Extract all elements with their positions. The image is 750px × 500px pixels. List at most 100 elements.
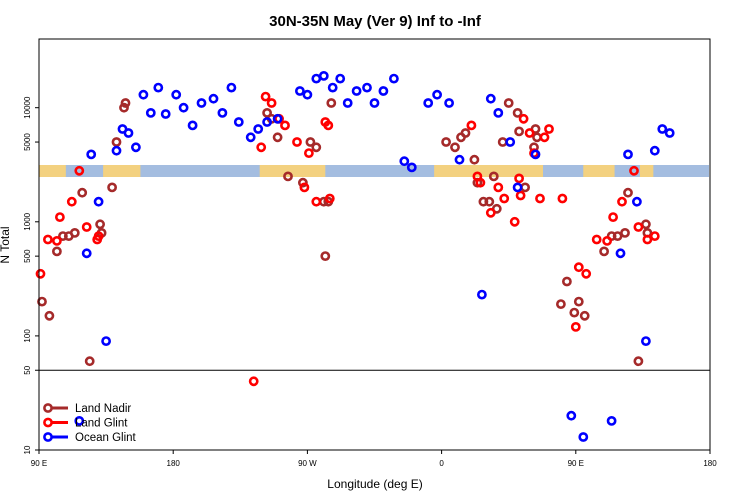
point-ocean-glint <box>93 196 104 207</box>
point-land-nadir <box>569 307 580 318</box>
point-land-glint <box>256 142 267 153</box>
y-axis-label: N Total <box>0 226 12 263</box>
legend-marker-ocean-glint <box>43 432 53 442</box>
y-tick-label: 5000 <box>23 133 32 151</box>
point-ocean-glint <box>196 98 207 108</box>
band-segment <box>583 165 615 177</box>
point-ocean-glint <box>226 82 237 93</box>
band-segment <box>639 165 654 177</box>
point-ocean-glint <box>649 145 660 156</box>
point-ocean-glint <box>505 137 516 147</box>
point-ocean-glint <box>362 82 372 93</box>
point-ocean-glint <box>153 82 164 93</box>
point-land-nadir <box>488 171 499 182</box>
y-tick-label: 1000 <box>23 212 32 230</box>
point-ocean-glint <box>378 86 389 96</box>
y-tick-label: 50 <box>23 365 32 374</box>
point-ocean-glint <box>111 145 122 156</box>
point-land-nadir <box>120 98 131 108</box>
point-land-glint <box>324 193 335 204</box>
point-land-nadir <box>262 108 272 118</box>
point-land-glint <box>266 98 277 108</box>
point-ocean-glint <box>123 128 134 138</box>
point-land-glint <box>557 193 568 204</box>
point-land-nadir <box>623 187 633 198</box>
point-land-nadir <box>599 246 609 257</box>
point-land-nadir <box>579 310 590 321</box>
point-land-nadir <box>469 154 480 165</box>
point-land-glint <box>602 235 612 246</box>
legend-marker-land-nadir <box>43 403 53 413</box>
point-ocean-glint <box>485 93 496 104</box>
x-tick-label: 0 <box>439 459 444 468</box>
point-land-glint <box>35 268 46 279</box>
point-land-glint <box>515 190 526 201</box>
x-tick-label: 180 <box>703 459 717 468</box>
point-land-nadir <box>460 128 471 138</box>
point-land-glint <box>292 137 302 147</box>
point-land-nadir <box>497 137 508 147</box>
data-points <box>35 71 675 442</box>
y-axis: 10 50 100 500 1000 5000 10000 <box>23 96 39 454</box>
band-segment <box>39 165 66 177</box>
point-land-nadir <box>641 219 651 230</box>
point-ocean-glint <box>423 98 434 108</box>
point-land-nadir <box>503 98 514 108</box>
point-land-glint <box>573 262 584 273</box>
point-land-glint <box>43 234 53 245</box>
point-ocean-glint <box>512 182 523 193</box>
point-land-glint <box>544 124 554 134</box>
point-land-nadir <box>69 227 80 238</box>
point-ocean-glint <box>160 109 171 119</box>
point-ocean-glint <box>130 142 141 153</box>
point-ocean-glint <box>86 149 97 160</box>
point-land-nadir <box>633 356 644 367</box>
point-ocean-glint <box>311 73 322 84</box>
point-ocean-glint <box>318 71 329 81</box>
y-tick-label: 100 <box>23 329 32 343</box>
point-land-nadir <box>573 296 584 307</box>
y-tick-label: 500 <box>23 249 32 263</box>
point-land-nadir <box>95 219 105 230</box>
point-land-nadir <box>77 187 88 198</box>
band-segment <box>259 165 326 177</box>
point-land-glint <box>323 120 334 131</box>
point-land-nadir <box>441 137 451 147</box>
point-land-glint <box>81 222 92 232</box>
legend-label-land-nadir: Land Nadir <box>75 403 131 415</box>
point-ocean-glint <box>187 120 198 131</box>
x-tick-label: 180 <box>167 459 181 468</box>
point-land-glint <box>539 132 550 143</box>
point-land-glint <box>581 268 592 279</box>
sampling-density-band <box>39 165 709 177</box>
point-land-nadir <box>450 142 460 153</box>
point-ocean-glint <box>351 86 362 96</box>
point-land-nadir <box>620 227 630 238</box>
point-ocean-glint <box>632 196 642 207</box>
point-land-nadir <box>532 132 542 143</box>
point-land-nadir <box>283 171 293 182</box>
point-land-nadir <box>119 102 129 113</box>
point-land-nadir <box>297 177 308 188</box>
point-land-nadir <box>272 132 283 143</box>
point-land-nadir <box>52 246 62 257</box>
point-land-glint <box>475 177 486 188</box>
point-ocean-glint <box>606 415 617 426</box>
point-ocean-glint <box>406 162 417 173</box>
point-ocean-glint <box>530 149 541 160</box>
point-land-nadir <box>37 296 47 307</box>
point-land-glint <box>93 231 104 241</box>
point-land-glint <box>485 207 496 218</box>
point-land-nadir <box>478 196 489 207</box>
point-ocean-glint <box>302 89 313 100</box>
point-land-glint <box>499 193 510 204</box>
point-ocean-glint <box>145 108 156 118</box>
point-land-glint <box>509 216 520 227</box>
legend-label-ocean-glint: Ocean Glint <box>75 432 137 444</box>
point-ocean-glint <box>615 248 626 259</box>
point-ocean-glint <box>217 108 228 118</box>
point-land-nadir <box>514 126 524 137</box>
point-ocean-glint <box>578 432 589 442</box>
point-land-glint <box>248 376 259 387</box>
point-ocean-glint <box>566 410 577 421</box>
